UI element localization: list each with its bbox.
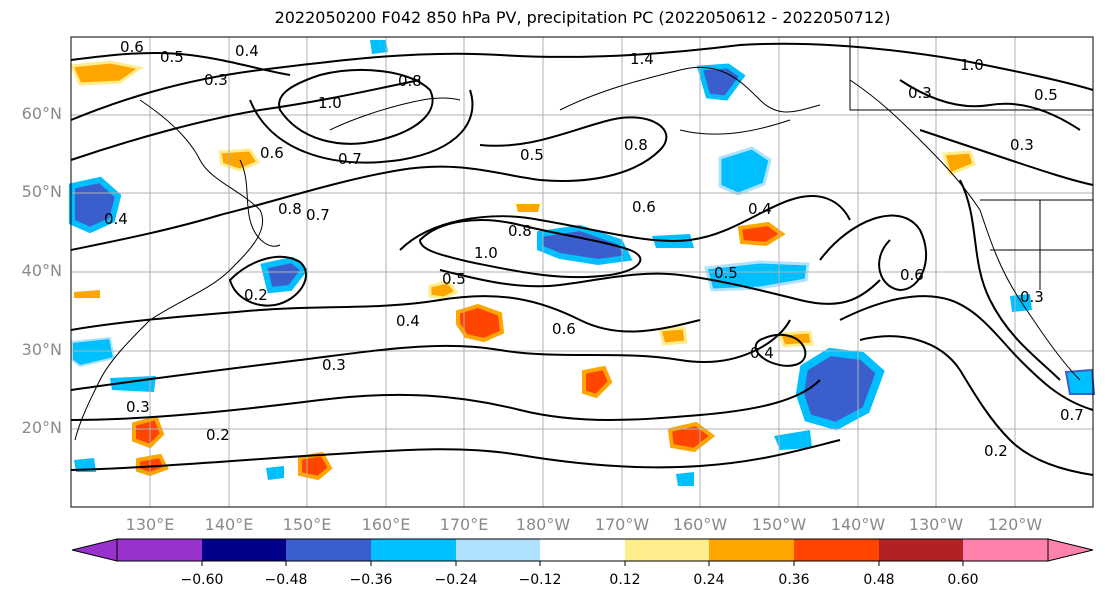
lon-label: 170°E bbox=[439, 515, 489, 534]
lon-label: 140°E bbox=[204, 515, 254, 534]
contour-label: 0.6 bbox=[900, 266, 924, 284]
colorbar-tick-label: 0.24 bbox=[693, 572, 725, 588]
colorbar bbox=[71, 538, 1094, 566]
contour-label: 0.4 bbox=[104, 210, 128, 228]
contour-label: 0.3 bbox=[908, 84, 932, 102]
contour-label: 0.3 bbox=[126, 398, 150, 416]
contour-label: 1.0 bbox=[318, 94, 342, 112]
lat-label: 30°N bbox=[21, 340, 62, 359]
colorbar-tick-label: 0.36 bbox=[778, 572, 810, 588]
contour-label: 0.5 bbox=[714, 264, 738, 282]
colorbar-segment bbox=[709, 539, 794, 561]
contour-label: 0.5 bbox=[442, 270, 466, 288]
map-frame bbox=[70, 36, 1094, 508]
coastlines bbox=[74, 37, 1093, 441]
precip-shading bbox=[69, 40, 1096, 486]
colorbar-segment bbox=[286, 539, 371, 561]
contour-label: 0.5 bbox=[520, 146, 544, 164]
contour-label: 0.8 bbox=[398, 72, 422, 90]
contour-label: 0.8 bbox=[508, 222, 532, 240]
contour-label: 0.3 bbox=[1010, 136, 1034, 154]
colorbar-segment bbox=[625, 539, 709, 561]
contour-label: 0.4 bbox=[235, 42, 259, 60]
colorbar-segment bbox=[879, 539, 963, 561]
contour-label: 0.2 bbox=[984, 442, 1008, 460]
colorbar-tick-label: 0.12 bbox=[609, 572, 641, 588]
colorbar-segment bbox=[202, 539, 286, 561]
contour-label: 0.7 bbox=[1060, 406, 1084, 424]
contour-label: 1.0 bbox=[960, 56, 984, 74]
colorbar-segment bbox=[540, 539, 625, 561]
colorbar-tick-label: −0.12 bbox=[518, 572, 562, 588]
contour-label: 0.5 bbox=[1034, 86, 1058, 104]
contour-label: 0.4 bbox=[396, 312, 420, 330]
contour-label: 0.2 bbox=[206, 426, 230, 444]
lat-label: 40°N bbox=[21, 261, 62, 280]
map-title: 2022050200 F042 850 hPa PV, precipitatio… bbox=[274, 8, 891, 27]
lon-label: 170°W bbox=[594, 515, 650, 534]
contour-label: 0.3 bbox=[322, 356, 346, 374]
colorbar-extend-high bbox=[1047, 538, 1094, 562]
lon-label: 130°W bbox=[908, 515, 964, 534]
colorbar-segment bbox=[371, 539, 456, 561]
colorbar-tick-label: −0.48 bbox=[264, 572, 308, 588]
contour-labels: 0.4 0.5 0.6 0.3 0.8 1.0 0.7 1.4 0.5 0.6 … bbox=[104, 38, 1084, 460]
contour-label: 0.5 bbox=[160, 48, 184, 66]
lon-label: 180°W bbox=[515, 515, 571, 534]
lat-label: 60°N bbox=[21, 104, 62, 123]
contour-label: 0.6 bbox=[632, 198, 656, 216]
lat-label: 50°N bbox=[21, 182, 62, 201]
colorbar-tick-label: −0.60 bbox=[180, 572, 224, 588]
contour-label: 0.3 bbox=[1020, 288, 1044, 306]
lat-label: 20°N bbox=[21, 418, 62, 437]
contour-label: 0.4 bbox=[748, 200, 772, 218]
contour-label: 0.7 bbox=[306, 206, 330, 224]
lon-label: 140°W bbox=[830, 515, 886, 534]
contour-label: 0.7 bbox=[338, 150, 362, 168]
contour-label: 0.8 bbox=[624, 136, 648, 154]
lon-label: 150°E bbox=[282, 515, 332, 534]
colorbar-extend-low bbox=[71, 538, 118, 562]
colorbar-tick-label: 0.60 bbox=[947, 572, 979, 588]
contour-label: 1.0 bbox=[474, 244, 498, 262]
colorbar-tick-label: −0.24 bbox=[434, 572, 478, 588]
contour-label: 0.6 bbox=[260, 144, 284, 162]
lon-label: 160°W bbox=[672, 515, 728, 534]
colorbar-tick-label: 0.48 bbox=[863, 572, 895, 588]
contour-label: 0.3 bbox=[204, 71, 228, 89]
contour-label: 0.4 bbox=[750, 344, 774, 362]
lon-label: 160°E bbox=[361, 515, 411, 534]
colorbar-tick-label: −0.36 bbox=[349, 572, 393, 588]
colorbar-segment bbox=[456, 539, 540, 561]
contour-label: 1.4 bbox=[630, 50, 654, 68]
colorbar-segment bbox=[963, 539, 1048, 561]
lon-label: 150°W bbox=[751, 515, 807, 534]
contour-label: 0.6 bbox=[120, 38, 144, 56]
lon-label: 130°E bbox=[125, 515, 175, 534]
pv-contours bbox=[70, 42, 1094, 476]
colorbar-segment bbox=[794, 539, 879, 561]
colorbar-segment bbox=[117, 539, 202, 561]
lon-label: 120°W bbox=[987, 515, 1043, 534]
contour-label: 0.8 bbox=[278, 200, 302, 218]
contour-label: 0.6 bbox=[552, 320, 576, 338]
contour-label: 0.2 bbox=[244, 286, 268, 304]
